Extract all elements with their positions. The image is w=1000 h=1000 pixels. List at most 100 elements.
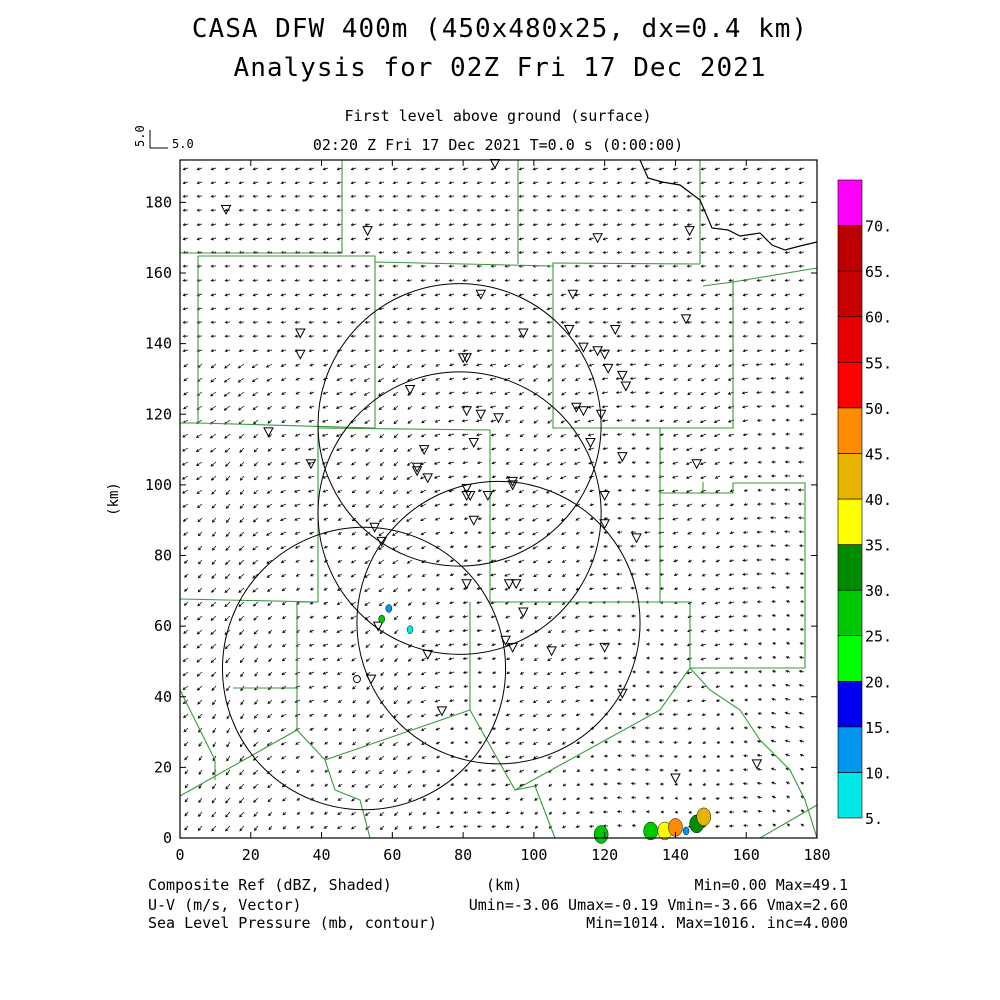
- wind-legend-label: U-V (m/s, Vector): [148, 896, 302, 914]
- station-marker: [422, 473, 434, 484]
- station-marker: [411, 462, 423, 473]
- station-marker: [751, 759, 763, 770]
- station-marker: [571, 402, 582, 413]
- colorbar-label: 35.: [865, 537, 892, 555]
- colorbar-bin: [837, 589, 863, 637]
- colorbar-label: 60.: [865, 309, 892, 327]
- county-line: [702, 281, 734, 287]
- county-line: [198, 160, 701, 267]
- colorbar-label: 70.: [865, 218, 892, 236]
- x-tick-label: 180: [803, 846, 830, 864]
- time-subtitle: 02:20 Z Fri 17 Dec 2021 T=0.0 s (0:00:00…: [312, 136, 684, 154]
- state-boundary-line: [639, 159, 818, 251]
- colorbar-label: 65.: [865, 263, 892, 281]
- colorbar-bin: [837, 635, 863, 682]
- county-line: [317, 427, 661, 603]
- station-marker: [507, 642, 518, 653]
- echo-cell: [682, 826, 690, 836]
- y-tick-label: 100: [145, 476, 172, 494]
- station-marker: [546, 646, 557, 657]
- echo-cell: [406, 625, 414, 634]
- colorbar-bin: [837, 726, 863, 773]
- station-marker: [493, 413, 504, 424]
- station-marker: [461, 483, 472, 494]
- station-marker: [617, 688, 628, 699]
- station-marker: [376, 536, 388, 547]
- station-marker: [294, 349, 306, 360]
- station-marker: [599, 519, 610, 530]
- x-tick-label: 20: [242, 846, 260, 864]
- y-axis-label: (km): [106, 482, 122, 516]
- colorbar-bin: [837, 407, 863, 454]
- station-marker: [461, 579, 472, 590]
- colorbar-label: 45.: [865, 445, 892, 463]
- colorbar-bin: [837, 772, 863, 819]
- y-tick-label: 140: [145, 335, 172, 353]
- station-marker: [617, 370, 628, 381]
- colorbar-label: 50.: [865, 400, 892, 418]
- reflectivity-stats: Min=0.00 Max=49.1: [694, 876, 848, 894]
- station-marker: [503, 579, 515, 590]
- station-marker: [670, 773, 681, 784]
- station-marker: [563, 325, 575, 336]
- wind-vector-field: [181, 167, 805, 832]
- echo-cell: [593, 825, 609, 844]
- x-tick-label: 140: [662, 846, 689, 864]
- pressure-stats: Min=1014. Max=1016. inc=4.000: [586, 914, 848, 932]
- station-marker: [404, 385, 416, 396]
- station-marker: [468, 515, 480, 526]
- county-line: [179, 689, 216, 780]
- x-tick-label: 40: [313, 846, 331, 864]
- station-marker: [362, 226, 373, 237]
- echo-cell: [385, 604, 393, 613]
- station-marker: [617, 452, 628, 463]
- y-tick-label: 80: [154, 547, 172, 565]
- colorbar-bin: [837, 498, 863, 545]
- y-tick-label: 60: [154, 617, 172, 635]
- station-marker: [578, 406, 589, 417]
- vector-key: 5.0 5.0: [133, 125, 194, 151]
- station-marker: [517, 607, 529, 618]
- colorbar-label: 55.: [865, 354, 892, 372]
- y-tick-label: 120: [145, 405, 172, 423]
- colorbar-bin: [837, 361, 863, 409]
- station-marker: [620, 381, 632, 392]
- reflectivity-legend-label: Composite Ref (dBZ, Shaded): [148, 876, 392, 894]
- y-tick-label: 20: [154, 758, 172, 776]
- station-marker: [599, 349, 610, 360]
- station-marker: [592, 233, 603, 244]
- echo-cell: [378, 614, 385, 624]
- station-marker: [578, 342, 589, 353]
- colorbar-bin: [837, 680, 863, 728]
- chart-title-line2: Analysis for 02Z Fri 17 Dec 2021: [233, 53, 767, 83]
- station-marker: [369, 522, 380, 533]
- station-marker: [475, 409, 487, 420]
- station-marker: [631, 533, 642, 544]
- station-marker: [507, 480, 518, 491]
- echo-cell: [696, 807, 712, 827]
- x-axis-label: (km): [486, 876, 523, 894]
- colorbar-bin: [837, 453, 863, 500]
- station-marker: [585, 438, 596, 449]
- station-marker: [294, 328, 306, 339]
- vector-key-label: 5.0: [172, 137, 194, 151]
- station-marker: [411, 466, 423, 477]
- colorbar-bin: [837, 225, 863, 272]
- station-marker: [475, 289, 487, 300]
- y-axis-ticks: 0 20 40 60 80 100 120 140 160 180: [145, 193, 817, 847]
- county-line: [660, 482, 806, 669]
- county-line: [759, 804, 818, 839]
- x-tick-label: 160: [733, 846, 760, 864]
- station-markers: [220, 159, 763, 784]
- colorbar-label: 30.: [865, 582, 892, 600]
- colorbar-bin: [837, 544, 863, 591]
- station-marker: [461, 353, 472, 364]
- county-line: [197, 262, 376, 429]
- station-marker: [609, 325, 621, 336]
- x-tick-label: 0: [175, 846, 184, 864]
- station-marker: [372, 621, 384, 632]
- station-marker: [365, 674, 377, 685]
- station-marker: [507, 476, 518, 487]
- station-marker: [464, 490, 476, 502]
